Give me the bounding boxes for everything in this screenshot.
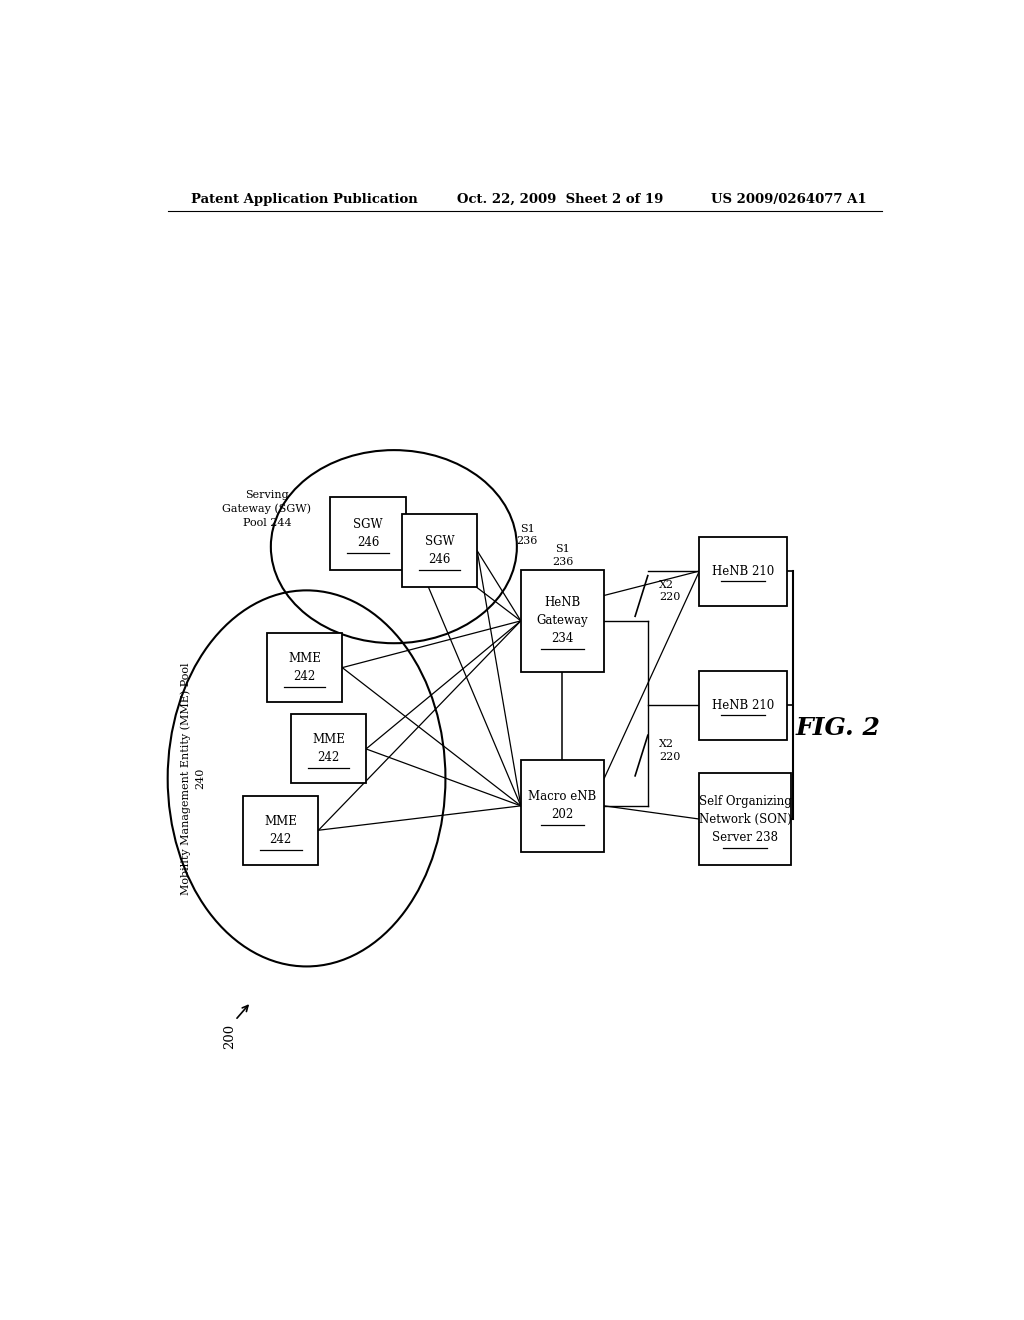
Text: Macro eNB
202: Macro eNB 202 <box>528 791 597 821</box>
Text: HeNB 210: HeNB 210 <box>712 565 774 578</box>
Text: MME
242: MME 242 <box>288 652 321 684</box>
Text: SGW
246: SGW 246 <box>425 535 455 566</box>
Text: S1
236: S1 236 <box>552 544 573 566</box>
Text: Mobility Management Entity (MME) Pool
240: Mobility Management Entity (MME) Pool 24… <box>181 663 206 895</box>
Text: Self Organizing
Network (SON)
Server 238: Self Organizing Network (SON) Server 238 <box>698 795 792 843</box>
Text: 200: 200 <box>223 1024 237 1049</box>
Bar <box>243 796 318 865</box>
Bar <box>699 774 791 865</box>
Bar <box>331 496 406 570</box>
Text: MME
242: MME 242 <box>264 814 297 846</box>
Bar <box>521 760 604 851</box>
Bar <box>521 570 604 672</box>
Bar <box>699 536 786 606</box>
Text: X2
220: X2 220 <box>658 739 680 762</box>
Text: US 2009/0264077 A1: US 2009/0264077 A1 <box>712 193 867 206</box>
Bar <box>267 634 342 702</box>
Text: HeNB
Gateway
234: HeNB Gateway 234 <box>537 597 589 645</box>
Text: X2
220: X2 220 <box>658 579 680 602</box>
Text: S1
236: S1 236 <box>516 524 538 546</box>
Text: FIG. 2: FIG. 2 <box>796 715 881 739</box>
Bar <box>291 714 367 784</box>
Text: Oct. 22, 2009  Sheet 2 of 19: Oct. 22, 2009 Sheet 2 of 19 <box>458 193 664 206</box>
Text: Patent Application Publication: Patent Application Publication <box>191 193 418 206</box>
Text: HeNB 210: HeNB 210 <box>712 698 774 711</box>
Text: MME
242: MME 242 <box>312 734 345 764</box>
Text: SGW
246: SGW 246 <box>353 517 383 549</box>
Bar <box>699 671 786 739</box>
Bar <box>401 515 477 587</box>
Text: Serving
Gateway (SGW)
Pool 244: Serving Gateway (SGW) Pool 244 <box>222 490 311 528</box>
